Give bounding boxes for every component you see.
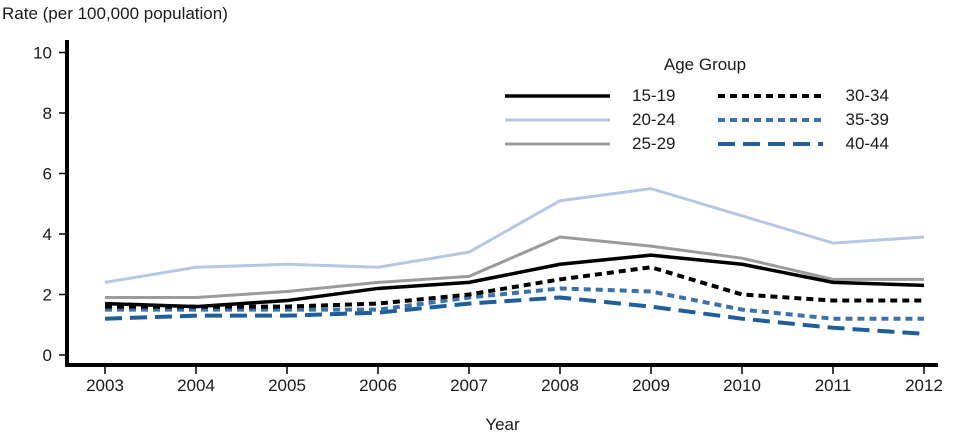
y-tick-label: 6 xyxy=(43,165,52,184)
legend-item-35-39: 35-39 xyxy=(718,108,889,132)
legend-entries: 15-19 20-24 25-29 30-34 35-39 40-44 xyxy=(505,84,925,156)
series-line-25-29 xyxy=(105,235,924,300)
chart-title: Rate (per 100,000 population) xyxy=(2,4,228,23)
x-tick-label: 2004 xyxy=(177,376,215,395)
legend-line-sample-20-24 xyxy=(505,118,610,122)
legend-label: 40-44 xyxy=(845,134,889,153)
legend-line-sample-35-39 xyxy=(718,118,824,122)
series-line-20-24 xyxy=(104,187,925,284)
legend-item-40-44: 40-44 xyxy=(718,132,889,156)
x-tick-label: 2007 xyxy=(450,376,488,395)
x-tick-label: 2003 xyxy=(86,376,124,395)
y-tick-label: 10 xyxy=(33,44,52,63)
legend-label: 35-39 xyxy=(845,110,889,129)
legend-item-30-34: 30-34 xyxy=(718,84,889,108)
y-tick-label: 0 xyxy=(43,346,52,365)
x-tick-label: 2008 xyxy=(541,376,579,395)
series-line-30-34 xyxy=(105,265,924,309)
legend-item-25-29: 25-29 xyxy=(505,132,675,156)
legend-column: 30-34 35-39 40-44 xyxy=(718,84,889,156)
x-tick-label: 2010 xyxy=(723,376,761,395)
legend-column: 15-19 20-24 25-29 xyxy=(505,84,675,156)
legend-label: 15-19 xyxy=(632,86,676,105)
y-tick-label: 2 xyxy=(43,286,52,305)
legend-line-sample-15-19 xyxy=(505,94,610,98)
legend: Age Group 15-19 20-24 25-29 30-34 35-39 40-44 xyxy=(505,55,925,156)
x-tick-label: 2012 xyxy=(905,376,943,395)
x-tick-label: 2011 xyxy=(815,376,852,395)
legend-label: 20-24 xyxy=(632,110,676,129)
legend-label: 25-29 xyxy=(632,134,676,153)
x-tick-label: 2005 xyxy=(268,376,306,395)
x-axis-title: Year xyxy=(485,415,520,434)
series-line-15-19 xyxy=(104,253,925,309)
series-line-40-44 xyxy=(104,295,925,336)
legend-item-15-19: 15-19 xyxy=(505,84,675,108)
legend-item-20-24: 20-24 xyxy=(505,108,675,132)
legend-line-sample-25-29 xyxy=(505,142,610,146)
legend-line-sample-30-34 xyxy=(718,94,824,98)
series-line-35-39 xyxy=(105,286,924,321)
y-tick-label: 8 xyxy=(43,104,52,123)
legend-label: 30-34 xyxy=(845,86,889,105)
x-tick-label: 2009 xyxy=(632,376,670,395)
x-tick-label: 2006 xyxy=(359,376,397,395)
y-tick-label: 4 xyxy=(43,225,52,244)
legend-title: Age Group xyxy=(663,55,747,74)
legend-line-sample-40-44 xyxy=(718,142,824,146)
